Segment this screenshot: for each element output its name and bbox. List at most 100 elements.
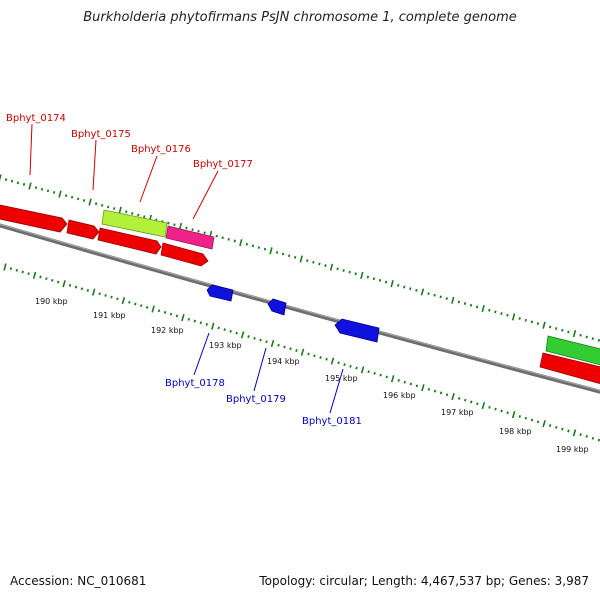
minor-tick [585,435,588,438]
minor-tick [354,272,357,276]
minor-tick [427,292,430,296]
scale-label: 192 kbp [151,326,184,335]
minor-tick [536,322,540,325]
gene-label-bphyt-0176[interactable]: Bphyt_0176 [131,144,191,155]
minor-tick [548,424,552,427]
minor-tick [349,364,352,368]
gene-arrow-bphyt-0181[interactable] [334,318,380,343]
major-tick [151,305,155,313]
forward-genes [0,204,600,385]
minor-tick [39,275,42,279]
minor-tick [457,300,461,304]
minor-tick [134,302,137,306]
gene-label-bphyt-0179[interactable]: Bphyt_0179 [226,394,286,405]
minor-tick [469,303,473,307]
gene-arrow-bphyt-0176[interactable] [97,227,162,255]
minor-tick [579,333,582,337]
gene-arrow-bphyt-0175[interactable] [66,219,100,240]
major-tick [299,255,303,263]
minor-tick [40,187,44,191]
minor-tick [4,178,8,182]
gene-arrow-bphyt-0177[interactable] [160,242,209,267]
minor-tick [187,317,191,321]
minor-tick [378,278,382,282]
scale-label: 197 kbp [441,408,474,417]
minor-tick [433,293,436,297]
gene-label-bphyt-0177[interactable]: Bphyt_0177 [193,159,253,170]
minor-tick [409,287,412,291]
minor-tick [145,305,149,309]
minor-tick [143,215,146,219]
major-tick [121,296,126,305]
minor-tick [433,389,437,393]
minor-tick [555,327,558,330]
minor-tick [518,415,521,418]
gene-label-bphyt-0178[interactable]: Bphyt_0178 [165,378,225,389]
minor-tick [524,318,527,322]
minor-tick [325,357,328,361]
minor-tick [372,277,376,281]
minor-tick [125,210,128,214]
major-tick [360,366,365,374]
gene-arrow-green-right[interactable] [545,335,600,366]
minor-tick [137,213,140,217]
major-tick [481,401,486,410]
minor-tick [193,319,197,323]
minor-tick [427,387,431,391]
minor-tick [215,234,218,238]
minor-tick [251,244,255,248]
minor-tick [173,223,176,227]
gene-arrow-bphyt-0179[interactable] [267,298,287,316]
major-tick [360,271,364,280]
minor-tick [561,427,564,431]
minor-tick [34,186,38,190]
gene-arrow-bphyt-0177-magenta[interactable] [165,225,215,250]
minor-tick [281,252,285,256]
major-tick [572,329,577,338]
minor-tick [397,283,400,287]
minor-tick [342,269,345,272]
major-tick [62,280,66,288]
minor-tick [233,239,236,243]
minor-tick [10,179,14,183]
gene-arrow-bphyt-0174[interactable] [0,204,68,233]
minor-tick [257,246,261,249]
minor-tick [409,382,413,386]
minor-tick [68,283,72,287]
minor-tick [104,294,107,297]
minor-tick [57,280,60,284]
gene-label-bphyt-0174[interactable]: Bphyt_0174 [6,113,66,124]
minor-tick [275,251,279,254]
minor-tick [128,300,131,304]
minor-tick [319,356,322,359]
major-tick [481,304,485,313]
minor-tick [337,361,340,365]
minor-tick [500,312,503,315]
gene-arrow-red-right[interactable] [539,352,600,385]
minor-tick [167,221,170,225]
minor-tick [191,228,194,232]
minor-tick [15,268,18,272]
gene-label-bphyt-0175[interactable]: Bphyt_0175 [71,129,131,140]
major-tick [451,392,455,401]
scale-label: 198 kbp [499,427,532,436]
minor-tick [253,336,256,340]
minor-tick [235,331,238,335]
minor-tick [567,330,570,334]
minor-tick [555,425,558,429]
gene-arrow-bphyt-0178[interactable] [206,284,234,302]
scale-label: 194 kbp [267,357,300,366]
minor-tick [131,211,134,215]
minor-tick [157,309,161,313]
major-tick [390,375,395,383]
minor-tick [259,338,262,342]
minor-tick [116,297,119,301]
gene-label-bphyt-0181[interactable]: Bphyt_0181 [302,416,362,427]
minor-tick [488,308,491,312]
gene-arrow-bphyt-0176-lime[interactable] [101,209,168,238]
scale-label: 191 kbp [93,311,126,320]
major-tick [88,198,92,206]
minor-tick [217,326,220,330]
minor-tick [247,335,250,338]
